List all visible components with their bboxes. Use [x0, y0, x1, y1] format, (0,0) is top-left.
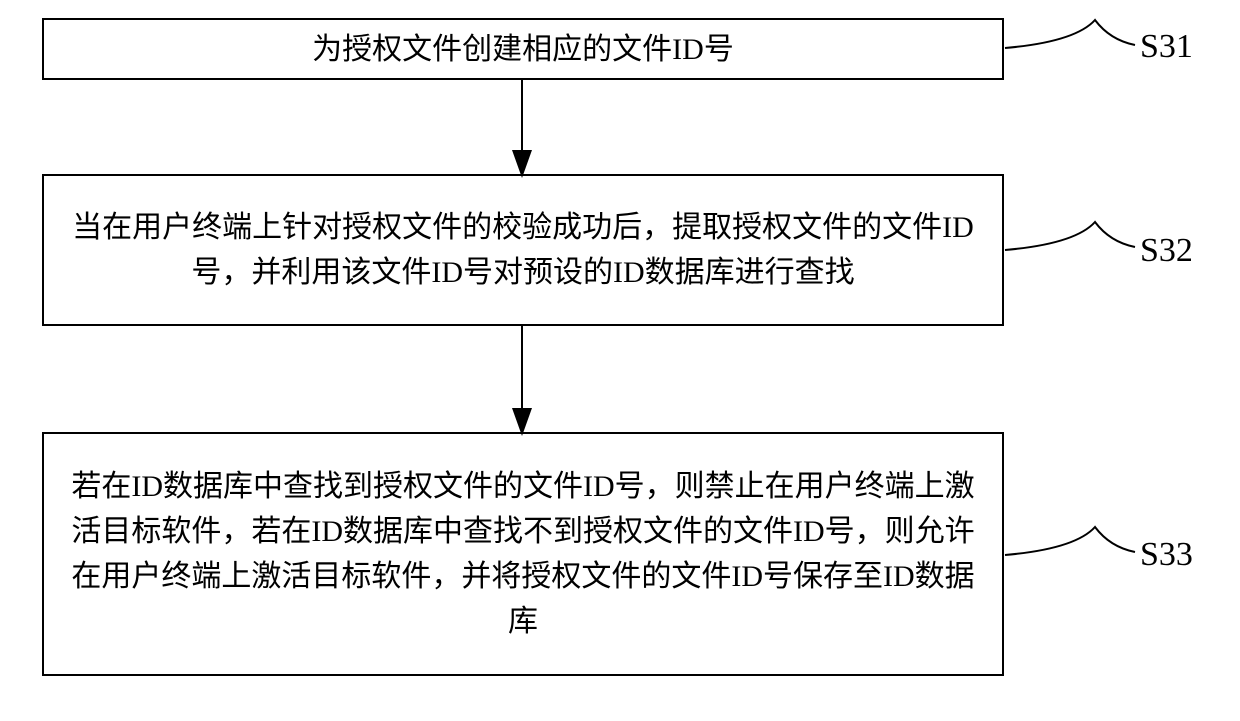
connector-path — [1005, 527, 1135, 555]
step-label-s32: S32 — [1140, 232, 1193, 270]
flowchart-node-s31: 为授权文件创建相应的文件ID号 — [42, 18, 1004, 80]
step-label-s31: S31 — [1140, 28, 1193, 66]
node-text: 为授权文件创建相应的文件ID号 — [312, 27, 734, 72]
flowchart-canvas: 为授权文件创建相应的文件ID号 当在用户终端上针对授权文件的校验成功后，提取授权… — [0, 0, 1240, 721]
flowchart-node-s33: 若在ID数据库中查找到授权文件的文件ID号，则禁止在用户终端上激活目标软件，若在… — [42, 432, 1004, 676]
node-text: 当在用户终端上针对授权文件的校验成功后，提取授权文件的文件ID号，并利用该文件I… — [68, 205, 978, 295]
flowchart-node-s32: 当在用户终端上针对授权文件的校验成功后，提取授权文件的文件ID号，并利用该文件I… — [42, 174, 1004, 326]
node-text: 若在ID数据库中查找到授权文件的文件ID号，则禁止在用户终端上激活目标软件，若在… — [68, 464, 978, 644]
connector-path — [1005, 20, 1135, 48]
connector-path — [1005, 222, 1135, 250]
step-label-s33: S33 — [1140, 536, 1193, 574]
